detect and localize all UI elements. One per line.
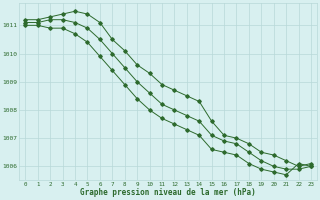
X-axis label: Graphe pression niveau de la mer (hPa): Graphe pression niveau de la mer (hPa): [80, 188, 256, 197]
